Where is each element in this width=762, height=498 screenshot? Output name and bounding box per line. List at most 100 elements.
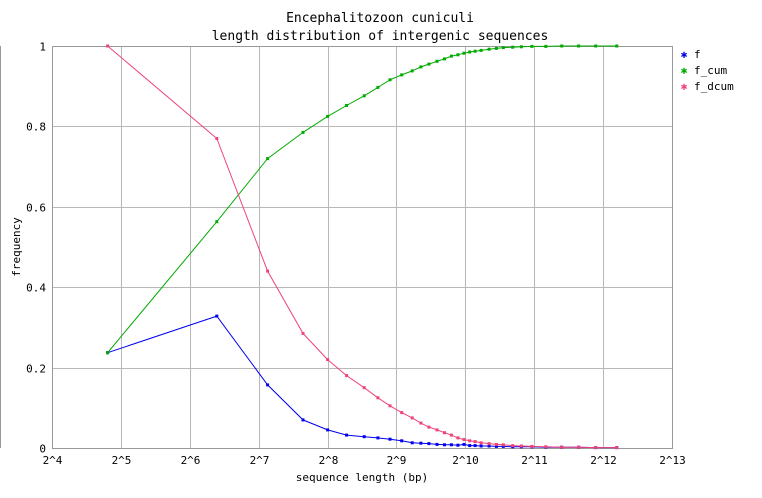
x-axis-label: sequence length (bp) (296, 471, 428, 484)
data-point-f-cum (388, 78, 392, 82)
data-point-f-dcum (410, 416, 414, 420)
data-point-f-dcum (501, 443, 505, 447)
data-point-f (419, 441, 423, 445)
data-point-f-cum (376, 85, 380, 89)
data-point-f (362, 435, 366, 439)
y-tick-label: 0 (39, 443, 46, 456)
series-f-dcum (106, 44, 619, 450)
legend-label-f-dcum: f_dcum (694, 80, 734, 93)
x-tick-label: 2^8 (319, 454, 339, 467)
data-point-f-dcum (462, 438, 466, 442)
data-point-f-cum (443, 57, 446, 61)
data-point-f (410, 441, 414, 445)
data-point-f-dcum (456, 436, 460, 440)
data-point-f-dcum (594, 446, 598, 450)
data-point-f-cum (410, 69, 414, 73)
data-point-f (468, 444, 472, 448)
data-point-f-dcum (106, 44, 110, 48)
data-point-f-dcum (519, 444, 523, 448)
data-point-f-dcum (419, 421, 423, 425)
y-tick-label: 0.2 (26, 363, 46, 376)
data-point-f (473, 444, 477, 448)
plot-border (52, 46, 673, 449)
data-point-f-cum (494, 46, 498, 50)
data-point-f (427, 442, 431, 446)
data-point-f-cum (419, 65, 423, 69)
data-point-f-dcum (487, 442, 491, 446)
data-point-f-dcum (560, 445, 564, 449)
data-point-f (494, 444, 498, 448)
data-point-f-cum (345, 104, 349, 107)
data-point-f-cum (544, 44, 548, 48)
ticks-layer: 2^4 2^5 2^6 2^7 2^8 2^9 2^10 2^11 2^12 2^13 0 0.2 0.… (26, 41, 686, 468)
data-point-f-cum (400, 73, 404, 77)
y-axis-label: frequency (10, 217, 23, 277)
data-point-f-cum (479, 48, 483, 52)
data-point-f-cum (468, 50, 472, 54)
x-tick-label: 2^13 (659, 454, 686, 467)
data-point-f-dcum (544, 445, 548, 449)
data-point-f-cum (362, 94, 366, 98)
y-tick-label: 0.4 (26, 282, 46, 295)
x-tick-label: 2^5 (112, 454, 132, 467)
data-point-f-cum (435, 59, 439, 63)
data-point-f (376, 436, 380, 440)
data-point-f-dcum (511, 444, 515, 448)
data-point-f-dcum (479, 441, 483, 445)
x-tick-label: 2^10 (452, 454, 479, 467)
data-point-f-dcum (473, 440, 477, 444)
data-point-f-dcum (427, 425, 431, 429)
series-layer (106, 44, 619, 450)
series-line-f-cum (107, 45, 617, 354)
data-point-f-dcum (215, 137, 219, 140)
data-point-f-cum (266, 157, 270, 161)
series-line-f-dcum (107, 45, 617, 449)
data-point-f-dcum (435, 428, 439, 432)
series-f (106, 314, 619, 450)
data-point-f-cum (427, 62, 431, 66)
data-point-f-cum (519, 45, 523, 49)
data-point-f-dcum (301, 331, 305, 335)
data-point-f (388, 437, 392, 441)
data-point-f-dcum (615, 446, 619, 450)
data-point-f-cum (106, 351, 110, 355)
data-point-f (435, 442, 439, 446)
data-point-f-dcum (449, 433, 453, 437)
data-point-f-cum (473, 49, 477, 53)
data-point-f-dcum (443, 431, 446, 435)
data-point-f (326, 428, 330, 432)
data-point-f (400, 439, 404, 443)
data-point-f-dcum (388, 404, 392, 408)
data-point-f-cum (301, 130, 305, 134)
data-point-f (345, 433, 349, 437)
data-point-f (501, 444, 505, 448)
chart-title-line-2: length distribution of intergenic sequen… (212, 29, 549, 44)
legend: ✱ f ✱ f_cum ✱ f_dcum (681, 48, 734, 93)
data-point-f (215, 314, 219, 318)
data-point-f-cum (577, 44, 581, 48)
data-point-f-dcum (326, 358, 330, 362)
plot-frame (52, 46, 673, 449)
data-point-f-dcum (362, 386, 366, 390)
x-tick-label: 2^7 (250, 454, 270, 467)
data-point-f-dcum (376, 396, 380, 400)
data-point-f (479, 444, 483, 448)
data-point-f-cum (462, 51, 466, 55)
grid (52, 46, 673, 449)
data-point-f-cum (326, 114, 330, 118)
legend-label-f-cum: f_cum (694, 64, 727, 77)
x-tick-label: 2^6 (181, 454, 201, 467)
data-point-f (443, 443, 446, 447)
data-point-f-dcum (530, 444, 534, 448)
data-point-f-cum (530, 44, 534, 48)
data-point-f-dcum (345, 374, 349, 378)
data-point-f (487, 444, 491, 448)
x-tick-label: 2^9 (387, 454, 407, 467)
data-point-f-cum (215, 220, 219, 224)
legend-marker-f: ✱ (681, 48, 688, 61)
data-point-f-dcum (266, 269, 270, 273)
data-point-f (301, 418, 305, 422)
y-tick-label: 0.8 (26, 121, 46, 134)
data-point-f-dcum (400, 411, 404, 415)
